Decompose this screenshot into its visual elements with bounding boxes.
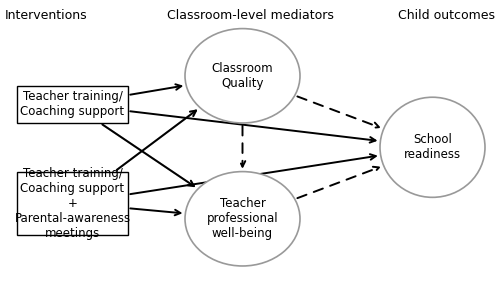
Text: Classroom-level mediators: Classroom-level mediators (166, 9, 334, 21)
Text: Teacher training/
Coaching support: Teacher training/ Coaching support (20, 90, 124, 118)
Bar (18, 86, 128, 123)
Text: Teacher training/
Coaching support
+
Parental-awareness
meetings: Teacher training/ Coaching support + Par… (14, 166, 130, 240)
Ellipse shape (380, 97, 485, 197)
Text: Teacher
professional
well-being: Teacher professional well-being (206, 197, 279, 240)
Ellipse shape (185, 29, 300, 123)
Text: Interventions: Interventions (5, 9, 87, 21)
Text: Classroom
Quality: Classroom Quality (212, 62, 274, 90)
Text: School
readiness: School readiness (404, 133, 461, 161)
Ellipse shape (185, 172, 300, 266)
Bar (18, 172, 128, 235)
Text: Child outcomes: Child outcomes (398, 9, 495, 21)
